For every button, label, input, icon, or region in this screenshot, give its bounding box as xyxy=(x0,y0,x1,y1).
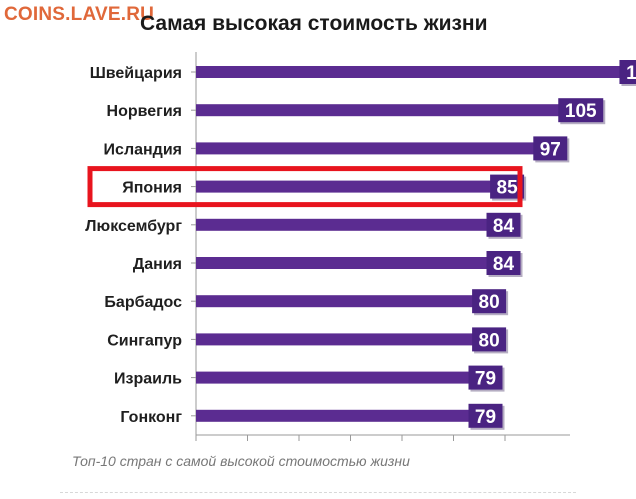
highlight-box xyxy=(87,166,523,208)
data-label-box xyxy=(533,136,568,161)
data-label: 79 xyxy=(475,369,496,390)
watermark: COINS.LAVE.RU xyxy=(4,4,155,25)
data-label-box xyxy=(619,60,636,84)
data-label: 105 xyxy=(565,101,597,122)
category-label: Дания xyxy=(133,256,182,273)
category-label: Барбадос xyxy=(104,294,182,311)
category-label: Израиль xyxy=(114,371,182,388)
data-label-box xyxy=(486,212,521,237)
data-label: 84 xyxy=(493,254,515,275)
category-label: Норвегия xyxy=(107,103,182,120)
category-label: Исландия xyxy=(104,141,182,158)
category-label: Швейцария xyxy=(90,65,182,82)
data-label: 84 xyxy=(493,216,515,237)
chart-caption: Топ-10 стран с самой высокой стоимостью … xyxy=(72,453,410,469)
bar xyxy=(196,218,499,231)
bar xyxy=(196,180,502,193)
data-label: 80 xyxy=(479,330,500,351)
data-label: 85 xyxy=(497,178,519,199)
category-label: Япония xyxy=(122,180,182,197)
data-label-box xyxy=(486,251,521,275)
chart-title: Самая высокая стоимость жизни xyxy=(140,12,488,35)
data-label-box xyxy=(558,98,604,123)
bar xyxy=(196,142,546,155)
bar xyxy=(196,409,481,422)
data-label: 79 xyxy=(475,407,496,428)
data-label-box xyxy=(468,365,503,390)
category-label: Сингапур xyxy=(107,332,182,349)
category-label: Гонконг xyxy=(120,409,182,426)
bar xyxy=(196,66,636,78)
data-label-box xyxy=(472,289,507,314)
bar xyxy=(196,104,574,117)
category-label: Люксембург xyxy=(85,218,182,235)
data-label: 97 xyxy=(540,139,561,160)
bar xyxy=(196,371,481,384)
bar xyxy=(196,295,484,308)
data-label: 80 xyxy=(479,292,500,313)
bottom-divider xyxy=(60,492,576,493)
data-label-box xyxy=(472,327,507,352)
bar xyxy=(196,257,499,269)
data-label: 122 xyxy=(626,63,636,84)
bar xyxy=(196,333,484,346)
data-label-box xyxy=(468,403,503,428)
